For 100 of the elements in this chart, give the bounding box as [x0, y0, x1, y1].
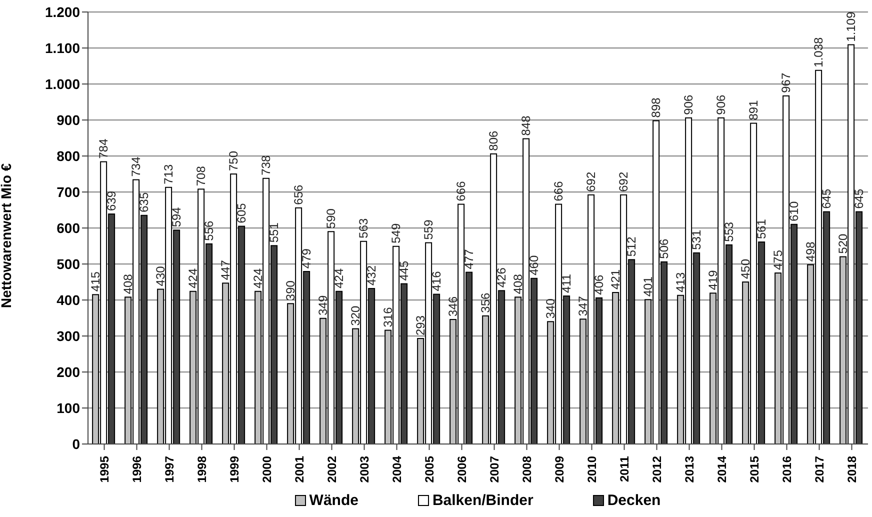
data-label: 708: [194, 166, 208, 186]
x-tick-label: 2007: [487, 456, 502, 483]
data-label: 666: [454, 180, 468, 202]
x-tick-label: 1998: [194, 456, 209, 483]
data-label: 430: [154, 266, 168, 286]
x-tick-label: 2015: [747, 456, 762, 483]
data-label: 356: [478, 292, 493, 313]
y-tick-label: 600: [56, 220, 80, 236]
data-label: 594: [170, 206, 184, 228]
y-tick-label: 900: [56, 112, 80, 128]
x-tick-label: 1999: [227, 456, 242, 483]
data-label: 806: [486, 130, 501, 151]
data-label: 320: [348, 305, 363, 326]
x-tick-label: 2017: [812, 456, 826, 483]
data-label: 424: [332, 268, 346, 288]
data-label: 347: [576, 296, 590, 316]
data-label: 713: [162, 164, 176, 184]
y-tick-label: 300: [56, 328, 80, 344]
data-label: 340: [544, 298, 558, 319]
data-label: 656: [292, 184, 306, 205]
data-label: 590: [324, 208, 338, 229]
data-label: 447: [218, 260, 233, 280]
data-label: 738: [259, 154, 274, 176]
data-label: 556: [202, 220, 216, 241]
data-label: 645: [820, 188, 834, 209]
y-tick-label: 800: [56, 148, 80, 164]
data-label: 520: [836, 233, 850, 254]
data-label: 460: [527, 255, 542, 276]
data-label: 477: [462, 248, 476, 270]
data-label: 346: [446, 296, 460, 316]
y-tick-label: 0: [72, 436, 80, 452]
y-tick-label: 700: [56, 184, 80, 200]
y-tick-label: 200: [56, 364, 80, 380]
data-label: 561: [754, 218, 769, 240]
x-tick-label: 2006: [454, 456, 469, 483]
data-label: 450: [738, 258, 753, 279]
data-label: 551: [267, 222, 282, 243]
data-label: 549: [389, 223, 404, 244]
data-label: 898: [649, 97, 664, 118]
x-tick-label: 2004: [390, 456, 404, 483]
data-label: 563: [356, 218, 371, 238]
x-tick-label: 2014: [714, 456, 729, 483]
data-label: 432: [364, 265, 379, 286]
y-tick-label: 1.000: [44, 76, 80, 92]
data-label: 635: [137, 192, 152, 212]
data-label: 349: [316, 295, 330, 316]
data-label: 506: [657, 238, 672, 259]
y-axis-title: Nettowarenwert Mio €: [0, 163, 14, 308]
x-tick-label: 1995: [97, 456, 112, 483]
x-tick-label: 2011: [617, 456, 632, 482]
data-label: 445: [397, 260, 412, 281]
x-tick-label: 2012: [650, 456, 664, 483]
data-label: 406: [592, 274, 606, 295]
data-label: 411: [560, 274, 574, 294]
data-label: 666: [552, 180, 566, 202]
data-label: 426: [494, 267, 509, 288]
data-label: 891: [746, 100, 761, 120]
legend-label: Balken/Binder: [431, 492, 534, 509]
data-label: 415: [88, 271, 103, 292]
legend-label: Wände: [308, 492, 358, 509]
data-label: 906: [682, 94, 696, 115]
y-tick-label: 1.200: [44, 4, 80, 20]
x-tick-label: 2003: [357, 456, 372, 483]
y-tick-label: 100: [56, 400, 80, 416]
data-label: 906: [714, 94, 728, 115]
x-tick-label: 2018: [844, 456, 859, 483]
data-label: 316: [381, 306, 396, 328]
data-label: 692: [584, 172, 598, 192]
x-tick-label: 1997: [162, 456, 176, 483]
x-tick-label: 2008: [520, 456, 534, 483]
data-label: 512: [624, 236, 639, 257]
data-label: 734: [129, 156, 144, 177]
data-label: 421: [608, 269, 623, 290]
x-tick-label: 1996: [130, 456, 144, 483]
data-label: 413: [674, 272, 688, 292]
x-tick-label: 2013: [682, 456, 696, 483]
x-tick-label: 2010: [584, 456, 599, 483]
data-label: 553: [722, 222, 736, 242]
data-label: 475: [771, 250, 786, 270]
data-label: 479: [300, 248, 314, 269]
data-label: 692: [616, 172, 631, 192]
y-tick-label: 1.100: [44, 40, 80, 56]
data-label: 610: [787, 201, 802, 222]
data-label: 498: [804, 241, 818, 262]
data-label: 1.038: [812, 36, 826, 68]
data-label: 408: [121, 274, 136, 294]
data-label: 784: [96, 138, 111, 159]
x-tick-label: 2009: [552, 456, 566, 483]
data-label: 416: [430, 270, 444, 292]
data-label: 1.109: [844, 11, 858, 42]
data-label: 531: [690, 229, 704, 250]
data-label: 967: [779, 72, 794, 93]
data-label: 645: [852, 188, 866, 209]
data-label: 750: [226, 150, 241, 171]
x-tick-label: 2016: [780, 456, 794, 483]
data-label: 419: [706, 270, 720, 290]
data-label: 605: [234, 202, 249, 224]
x-tick-label: 2005: [422, 456, 436, 483]
data-label: 424: [251, 268, 266, 288]
y-tick-label: 500: [56, 256, 80, 272]
